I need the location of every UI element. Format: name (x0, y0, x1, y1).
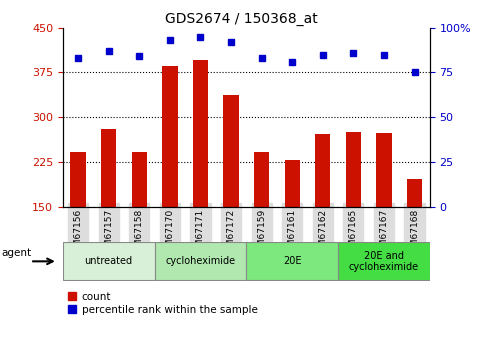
Legend: count, percentile rank within the sample: count, percentile rank within the sample (68, 292, 257, 315)
FancyBboxPatch shape (155, 242, 246, 280)
Bar (193, 60, 208, 297)
Bar (254, 152, 270, 297)
Bar (284, 160, 300, 297)
Text: 20E: 20E (283, 256, 301, 266)
Bar (71, 152, 86, 297)
Text: 20E and
cycloheximide: 20E and cycloheximide (349, 250, 419, 272)
Text: cycloheximide: cycloheximide (165, 256, 236, 266)
Bar (162, 67, 177, 297)
Bar (346, 132, 361, 297)
Bar (376, 133, 392, 297)
Bar (101, 129, 116, 297)
Bar (223, 95, 239, 297)
Bar (407, 179, 422, 297)
FancyBboxPatch shape (63, 242, 155, 280)
Text: untreated: untreated (85, 256, 133, 266)
FancyBboxPatch shape (246, 242, 338, 280)
Text: GDS2674 / 150368_at: GDS2674 / 150368_at (165, 12, 318, 26)
FancyBboxPatch shape (338, 242, 430, 280)
Bar (315, 134, 330, 297)
Bar (131, 152, 147, 297)
Text: agent: agent (1, 248, 31, 258)
